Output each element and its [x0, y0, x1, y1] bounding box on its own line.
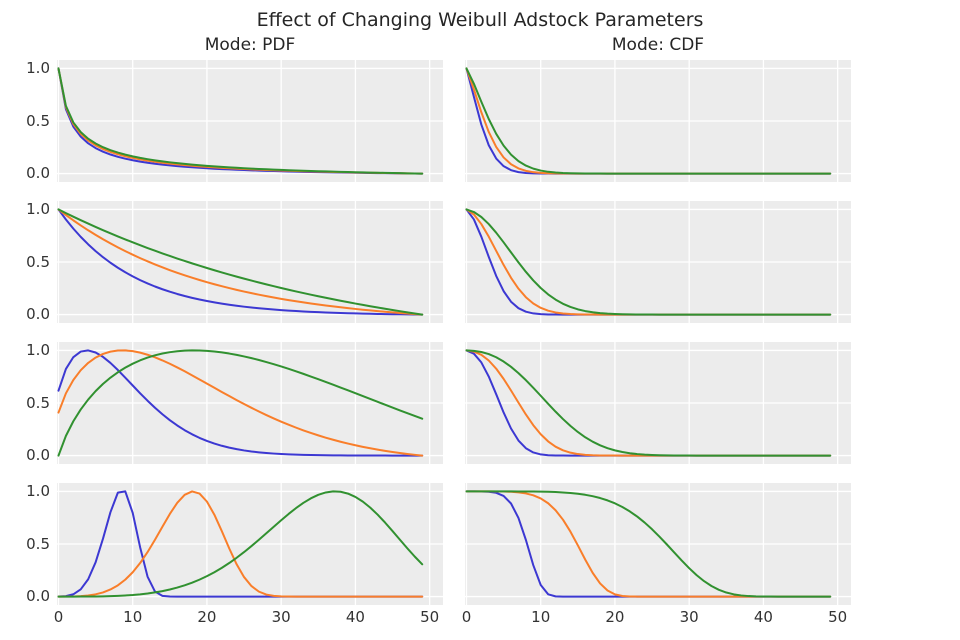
- y-tick-label-row3: 0.5: [26, 393, 50, 412]
- y-tick-label-row2: 0.0: [26, 305, 50, 324]
- curve-scale=40-shape5-cdf: [465, 490, 832, 598]
- x-tick-label-col2: 30: [679, 608, 699, 626]
- y-tick-label-row2: 1.0: [26, 199, 50, 218]
- y-tick-label-row4: 0.5: [26, 534, 50, 553]
- curve-scale=40-shape0.5-cdf: [465, 67, 832, 175]
- curve-scale=40-shape1.5-cdf: [465, 349, 832, 457]
- curve-scale=10-shape1-pdf: [57, 208, 424, 316]
- curve-scale=40-shape1.5-pdf: [57, 349, 424, 457]
- x-tick-label-col1: 50: [420, 608, 440, 626]
- curve-scale=20-shape1.5-pdf: [57, 349, 424, 457]
- subplot-shape5-pdf: [57, 483, 443, 605]
- subplot-canvas: [465, 483, 851, 605]
- y-tick-label-row3: 0.0: [26, 446, 50, 465]
- subplot-canvas: [57, 201, 443, 323]
- x-tick-label-col1: 30: [271, 608, 291, 626]
- curve-scale=40-shape5-pdf: [57, 490, 424, 598]
- subplot-shape5-cdf: [465, 483, 851, 605]
- curve-scale=20-shape1-pdf: [57, 208, 424, 316]
- curve-scale=40-shape1-cdf: [465, 208, 832, 316]
- x-tick-label-col1: 10: [123, 608, 143, 626]
- y-tick-label-row4: 0.0: [26, 587, 50, 606]
- subplot-shape0.5-cdf: [465, 60, 851, 182]
- y-tick-label-row2: 0.5: [26, 252, 50, 271]
- x-tick-label-col2: 0: [461, 608, 472, 626]
- subplot-column-title-pdf: Mode: PDF: [204, 35, 296, 55]
- x-tick-label-col2: 50: [828, 608, 848, 626]
- subplot-shape1.5-cdf: [465, 342, 851, 464]
- figure-title: Effect of Changing Weibull Adstock Param…: [256, 9, 704, 31]
- subplot-shape1-cdf: [465, 201, 851, 323]
- x-tick-label-col2: 20: [605, 608, 625, 626]
- subplot-canvas: [57, 60, 443, 182]
- x-tick-label-col1: 20: [197, 608, 217, 626]
- x-tick-label-col1: 0: [53, 608, 64, 626]
- subplot-canvas: [57, 483, 443, 605]
- curve-scale=20-shape5-pdf: [57, 490, 424, 598]
- y-tick-label-row1: 0.0: [26, 164, 50, 183]
- curve-scale=40-shape1-pdf: [57, 208, 424, 316]
- subplot-shape1.5-pdf: [57, 342, 443, 464]
- subplot-canvas: [465, 342, 851, 464]
- y-tick-label-row4: 1.0: [26, 481, 50, 500]
- subplot-column-title-cdf: Mode: CDF: [611, 35, 705, 55]
- subplot-shape0.5-pdf: [57, 60, 443, 182]
- x-tick-label-col2: 40: [753, 608, 773, 626]
- subplot-canvas: [465, 201, 851, 323]
- y-tick-label-row3: 1.0: [26, 340, 50, 359]
- y-tick-label-row1: 1.0: [26, 58, 50, 77]
- x-tick-label-col2: 10: [531, 608, 551, 626]
- subplot-canvas: [57, 342, 443, 464]
- y-tick-label-row1: 0.5: [26, 111, 50, 130]
- subplot-canvas: [465, 60, 851, 182]
- curve-scale=40-shape0.5-pdf: [57, 67, 424, 175]
- subplot-shape1-pdf: [57, 201, 443, 323]
- x-tick-label-col1: 40: [345, 608, 365, 626]
